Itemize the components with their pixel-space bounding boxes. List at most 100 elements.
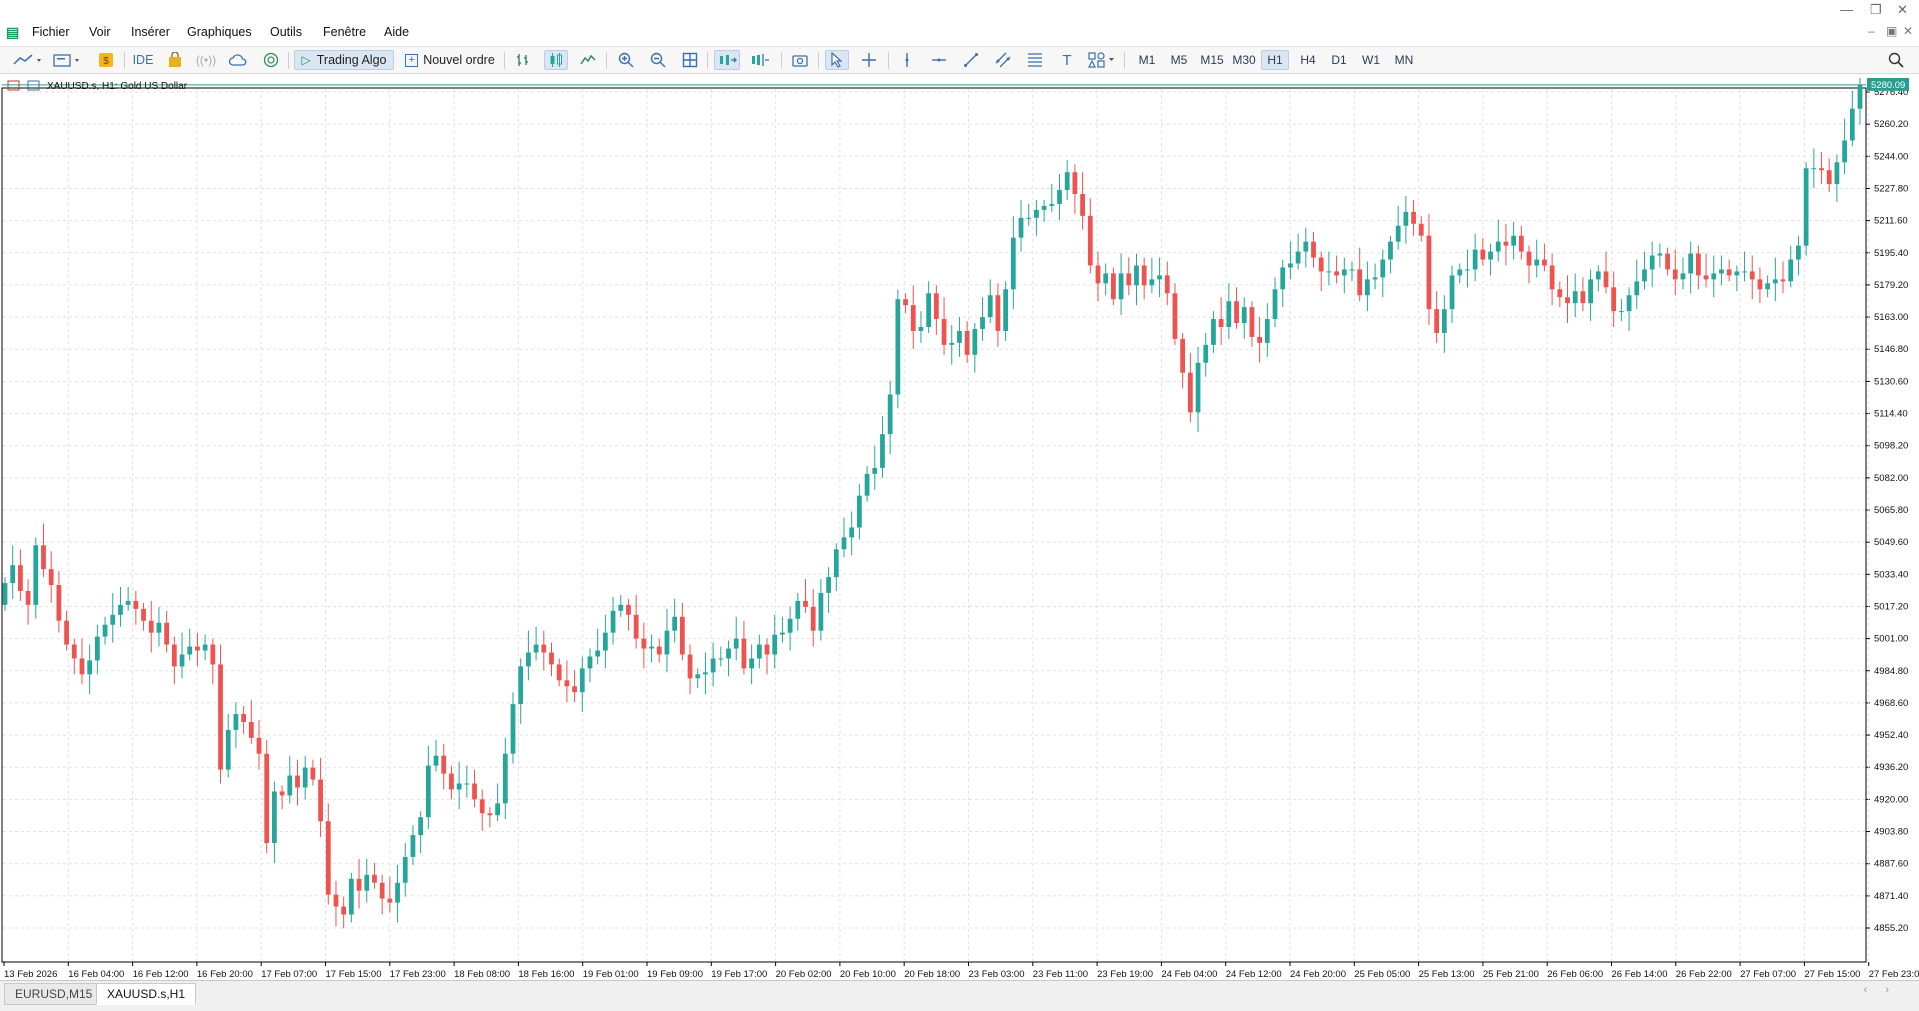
timeframe-h1[interactable]: H1 (1261, 50, 1289, 70)
timeframe-m1[interactable]: M1 (1138, 53, 1156, 67)
line-chart-icon[interactable] (577, 50, 599, 70)
candle-bull (1734, 271, 1740, 276)
x-tick-label: 26 Feb 22:00 (1676, 969, 1732, 980)
cursor-icon[interactable] (825, 50, 849, 70)
toolbar-separator (504, 52, 505, 69)
menu-fichier[interactable]: Fichier (32, 25, 70, 39)
current-price-label: 5280.09 (1871, 80, 1905, 91)
horizontal-line-icon[interactable] (928, 50, 950, 70)
channel-icon[interactable] (992, 50, 1014, 70)
chart-window[interactable]: 5276.40 5260.20 5244.00 5227.80 5211.60 5195.… (0, 70, 1919, 980)
candle-bear (1819, 168, 1824, 171)
timeframe-m5[interactable]: M5 (1170, 53, 1188, 67)
tile-windows-icon[interactable] (679, 50, 701, 70)
shop-bag-icon[interactable] (165, 50, 185, 70)
x-tick-label: 19 Feb 01:00 (583, 969, 639, 980)
tab-eurusd-m15[interactable]: EURUSD,M15 (4, 983, 104, 1005)
menu-voir[interactable]: Voir (89, 25, 111, 39)
new-chart-icon[interactable] (10, 50, 44, 70)
auto-scroll-icon[interactable] (714, 50, 740, 70)
ide-button[interactable]: IDE (132, 53, 154, 67)
timeframe-m15[interactable]: M15 (1200, 53, 1224, 67)
minimize-icon[interactable]: — (1840, 2, 1853, 17)
candle-bull (510, 704, 516, 754)
profiles-icon[interactable] (50, 50, 84, 70)
algo-trading-globe-icon[interactable] (261, 50, 281, 70)
text-tool-icon[interactable]: T (1062, 51, 1072, 69)
trading-algo-label: Trading Algo (316, 53, 387, 67)
signals-icon[interactable]: ((•)) (195, 53, 217, 67)
candle-bull (456, 783, 462, 790)
candle-bear (1164, 275, 1170, 294)
y-tick-label: 4936.20 (1874, 762, 1908, 773)
candle-bull (1711, 273, 1717, 280)
trend-line-icon[interactable] (960, 50, 982, 70)
candle-bull (610, 610, 616, 633)
search-icon[interactable] (1885, 50, 1907, 70)
candle-bear (941, 319, 947, 345)
chart-restore-icon[interactable]: ▣ (1886, 24, 1898, 38)
candle-bull (1211, 319, 1216, 345)
candle-bull (1280, 267, 1286, 290)
candle-bull (987, 295, 993, 318)
candle-bull (1772, 279, 1778, 284)
screenshot-icon[interactable] (789, 50, 811, 70)
chart-minimize-icon[interactable]: – (1868, 24, 1875, 38)
y-tick-label: 4920.00 (1874, 794, 1908, 805)
crosshair-icon[interactable] (858, 50, 880, 70)
candle-bull (864, 473, 870, 496)
candle-bear (372, 874, 377, 883)
candle-bear (441, 755, 447, 774)
menu-aide[interactable]: Aide (384, 25, 410, 39)
new-order-button[interactable]: + Nouvel ordre (401, 50, 499, 70)
fibonacci-icon[interactable] (1024, 50, 1046, 70)
candle-bear (1518, 235, 1524, 252)
candle-bear (141, 608, 146, 621)
menu-fenetre[interactable]: Fenêtre (323, 25, 367, 39)
candlestick-chart-icon[interactable] (544, 50, 568, 70)
x-tick-label: 25 Feb 13:00 (1419, 969, 1475, 980)
candle-bear (541, 644, 547, 653)
candle-bear (1249, 307, 1255, 337)
y-tick-label: 5227.80 (1874, 183, 1908, 194)
candle-bear (164, 622, 170, 645)
candle-bull (972, 328, 978, 355)
timeframe-m30[interactable]: M30 (1232, 53, 1256, 67)
price-chart[interactable]: 5276.40 5260.20 5244.00 5227.80 5211.60 5195.… (0, 70, 1919, 980)
timeframe-mn[interactable]: MN (1394, 53, 1414, 67)
close-icon[interactable]: ✕ (1897, 2, 1908, 17)
candle-bear (1726, 269, 1732, 276)
candle-bear (48, 569, 54, 586)
zoom-in-icon[interactable] (615, 50, 637, 70)
vertical-line-icon[interactable] (896, 50, 918, 70)
tab-xauusd-h1[interactable]: XAUUSD.s,H1 (96, 983, 197, 1005)
restore-icon[interactable]: ❐ (1870, 2, 1882, 17)
shapes-icon[interactable] (1086, 50, 1118, 70)
toolbar: $ IDE ((•)) ▷ Trading Algo + Nouvel ordr… (0, 46, 1919, 74)
timeframe-w1[interactable]: W1 (1362, 53, 1380, 67)
play-icon: ▷ (301, 53, 311, 67)
candle-bear (1665, 253, 1670, 270)
candle-bull (118, 604, 123, 615)
y-tick-label: 5276.40 (1874, 87, 1908, 98)
zoom-out-icon[interactable] (647, 50, 669, 70)
candle-bear (295, 775, 300, 788)
timeframe-h4[interactable]: H4 (1300, 53, 1316, 67)
market-icon[interactable]: $ (96, 50, 116, 70)
menu-inserer[interactable]: Insérer (131, 25, 170, 39)
trading-algo-button[interactable]: ▷ Trading Algo (294, 50, 394, 70)
candle-bull (1495, 241, 1501, 252)
y-tick-label: 5260.20 (1874, 119, 1908, 130)
candle-bear (1141, 265, 1147, 286)
menu-graphiques[interactable]: Graphiques (187, 25, 252, 39)
tab-scroll-arrows-icon[interactable]: ‹› (1863, 984, 1907, 996)
bar-chart-icon[interactable] (512, 50, 534, 70)
vps-cloud-icon[interactable] (228, 50, 248, 70)
toolbar-separator (818, 52, 819, 69)
y-tick-label: 4871.40 (1874, 891, 1908, 902)
chart-close-icon[interactable]: ✕ (1903, 24, 1914, 38)
timeframe-d1[interactable]: D1 (1331, 53, 1347, 67)
chart-shift-icon[interactable] (747, 50, 773, 70)
candle-bull (433, 755, 439, 766)
menu-outils[interactable]: Outils (270, 25, 302, 39)
